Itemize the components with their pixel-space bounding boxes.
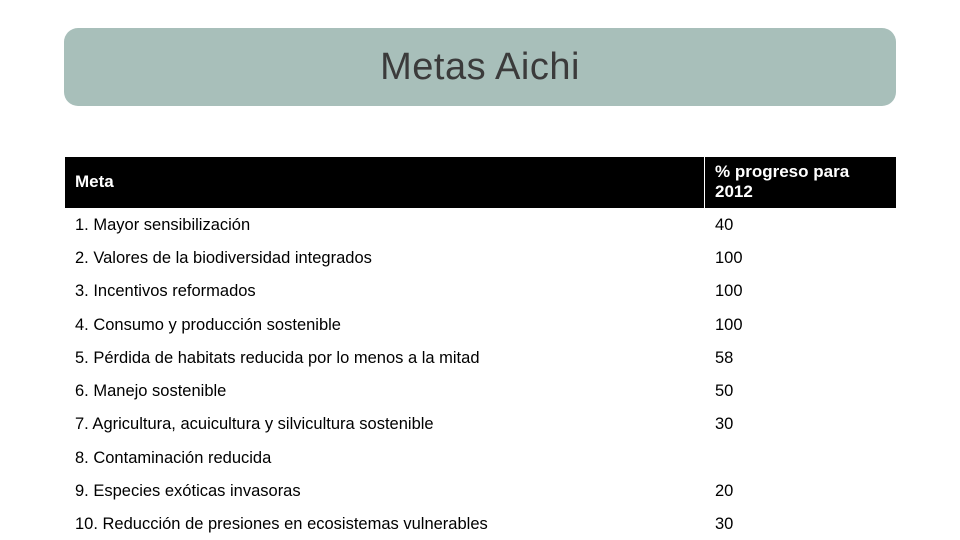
table-row: 5. Pérdida de habitats reducida por lo m… xyxy=(65,341,897,374)
table-row: 8. Contaminación reducida xyxy=(65,441,897,474)
cell-meta: 8. Contaminación reducida xyxy=(65,441,705,474)
cell-progress: 50 xyxy=(705,375,897,408)
cell-progress: 100 xyxy=(705,308,897,341)
cell-progress: 100 xyxy=(705,242,897,275)
table-row: 3. Incentivos reformados100 xyxy=(65,275,897,308)
cell-meta: 5. Pérdida de habitats reducida por lo m… xyxy=(65,341,705,374)
cell-meta: 7. Agricultura, acuicultura y silvicultu… xyxy=(65,408,705,441)
table-row: 7. Agricultura, acuicultura y silvicultu… xyxy=(65,408,897,441)
table-row: 9. Especies exóticas invasoras20 xyxy=(65,474,897,507)
aichi-table-wrap: Meta % progreso para 2012 1. Mayor sensi… xyxy=(64,156,896,540)
cell-meta: 9. Especies exóticas invasoras xyxy=(65,474,705,507)
col-header-meta: Meta xyxy=(65,157,705,209)
cell-meta: 4. Consumo y producción sostenible xyxy=(65,308,705,341)
table-row: 10. Reducción de presiones en ecosistema… xyxy=(65,508,897,540)
cell-meta: 1. Mayor sensibilización xyxy=(65,208,705,241)
table-row: 6. Manejo sostenible50 xyxy=(65,375,897,408)
cell-meta: 10. Reducción de presiones en ecosistema… xyxy=(65,508,705,540)
title-band: Metas Aichi xyxy=(64,28,896,106)
table-header-row: Meta % progreso para 2012 xyxy=(65,157,897,209)
cell-progress: 20 xyxy=(705,474,897,507)
cell-progress: 40 xyxy=(705,208,897,241)
col-header-progress: % progreso para 2012 xyxy=(705,157,897,209)
table-row: 4. Consumo y producción sostenible100 xyxy=(65,308,897,341)
aichi-table: Meta % progreso para 2012 1. Mayor sensi… xyxy=(64,156,897,540)
cell-progress xyxy=(705,441,897,474)
cell-progress: 30 xyxy=(705,508,897,540)
cell-meta: 2. Valores de la biodiversidad integrado… xyxy=(65,242,705,275)
cell-meta: 3. Incentivos reformados xyxy=(65,275,705,308)
slide-title: Metas Aichi xyxy=(380,46,580,89)
table-row: 1. Mayor sensibilización40 xyxy=(65,208,897,241)
cell-progress: 30 xyxy=(705,408,897,441)
cell-meta: 6. Manejo sostenible xyxy=(65,375,705,408)
cell-progress: 100 xyxy=(705,275,897,308)
cell-progress: 58 xyxy=(705,341,897,374)
slide: Metas Aichi Meta % progreso para 2012 1.… xyxy=(0,0,960,540)
table-row: 2. Valores de la biodiversidad integrado… xyxy=(65,242,897,275)
